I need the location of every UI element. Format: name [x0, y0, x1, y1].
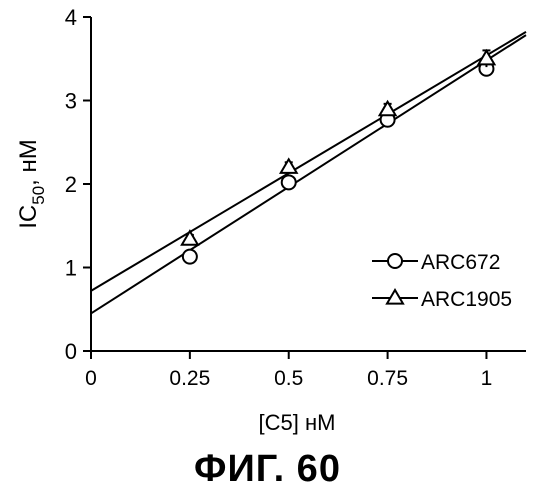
y-tick-label: 1	[65, 256, 77, 281]
legend-label: ARC1905	[421, 288, 512, 311]
legend: ARC672 ARC1905	[372, 251, 512, 311]
y-label-main: IC	[15, 205, 42, 229]
figure-caption: ФИГ. 60	[0, 448, 535, 491]
triangle-marker	[387, 290, 403, 304]
y-tick-label: 3	[65, 89, 77, 114]
legend-label: ARC672	[421, 251, 500, 274]
y-axis-label: IC50, нМ	[15, 139, 48, 229]
data-points	[182, 50, 495, 263]
x-tick-label: 0.75	[367, 367, 408, 390]
y-tick-label: 4	[65, 5, 77, 30]
x-tick-label: 0	[85, 367, 97, 390]
x-axis-label: [C5] нМ	[259, 410, 336, 435]
circle-marker	[183, 250, 197, 264]
x-tick-label: 0.25	[169, 367, 210, 390]
y-tick-label: 2	[65, 172, 77, 197]
triangle-marker	[281, 159, 297, 173]
triangle-marker	[182, 231, 198, 245]
axes: 0 1 2 3 4 0 0.25 0.5 0.75 1	[65, 5, 526, 390]
triangle-marker	[380, 102, 396, 116]
x-tick-label: 0.5	[274, 367, 303, 390]
circle-marker	[282, 175, 296, 189]
y-label-tail: , нМ	[15, 139, 42, 186]
circle-marker	[388, 254, 402, 268]
y-tick-label: 0	[65, 339, 77, 364]
x-tick-label: 1	[481, 367, 493, 390]
chart: 0 1 2 3 4 0 0.25 0.5 0.75 1 ARC672 ARC1905 IC50, н…	[0, 0, 535, 445]
y-label-sub: 50	[29, 186, 48, 205]
